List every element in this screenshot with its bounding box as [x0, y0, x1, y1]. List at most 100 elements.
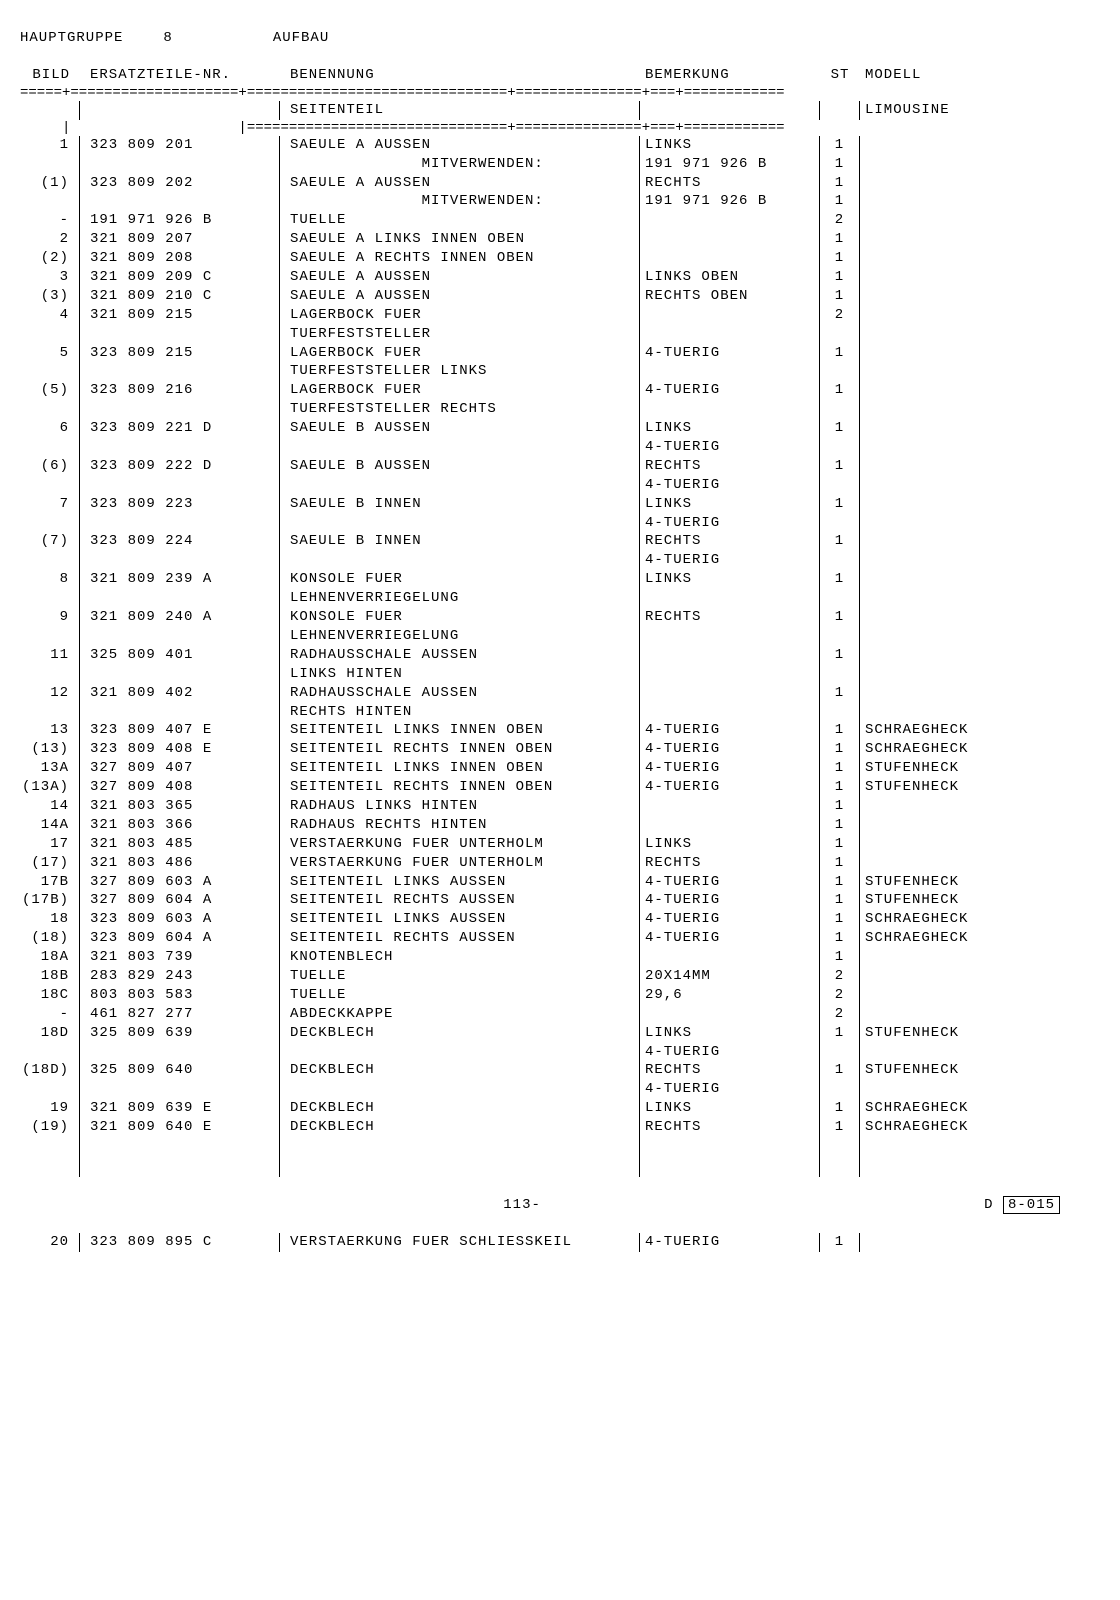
cell-part: 321 803 486	[80, 854, 280, 873]
cell-st: 2	[820, 986, 860, 1005]
subheader-name: SEITENTEIL	[280, 101, 640, 120]
table-row: 13323 809 407 ESEITENTEIL LINKS INNEN OB…	[20, 721, 1100, 740]
cell-st: 1	[820, 1099, 860, 1118]
cell-model	[860, 419, 1020, 438]
cell-model	[860, 495, 1020, 514]
cell-model: SCHRAEGHECK	[860, 1099, 1020, 1118]
table-row: (3)321 809 210 CSAEULE A AUSSENRECHTS OB…	[20, 287, 1100, 306]
cell-part: 323 809 216	[80, 381, 280, 400]
cell-bild: 18B	[20, 967, 80, 986]
cell-part: 325 809 401	[80, 646, 280, 665]
cell-remark: LINKS	[640, 136, 820, 155]
group-label: HAUPTGRUPPE	[20, 30, 123, 46]
cell-name: KONSOLE FUER	[280, 570, 640, 589]
cell-part: 321 809 209 C	[80, 268, 280, 287]
cell-remark	[640, 948, 820, 967]
cell-model: STUFENHECK	[860, 778, 1020, 797]
cell-name: MITVERWENDEN:	[280, 155, 640, 174]
cell-model: SCHRAEGHECK	[860, 1118, 1020, 1137]
table-row: MITVERWENDEN:191 971 926 B1	[20, 192, 1100, 211]
cell-model	[860, 967, 1020, 986]
page-number: 113-	[503, 1197, 541, 1213]
cell-st: 1	[820, 268, 860, 287]
cell-remark: 4-TUERIG	[640, 381, 820, 400]
cell-part: 321 803 485	[80, 835, 280, 854]
table-row: (1)323 809 202SAEULE A AUSSENRECHTS1	[20, 174, 1100, 193]
table-row: 17321 803 485VERSTAERKUNG FUER UNTERHOLM…	[20, 835, 1100, 854]
cell-model	[860, 646, 1020, 665]
cell-model	[860, 551, 1020, 570]
cell-model	[860, 684, 1020, 703]
cell-name: KNOTENBLECH	[280, 948, 640, 967]
cell-remark: 4-TUERIG	[640, 759, 820, 778]
cell-st: 1	[820, 684, 860, 703]
cell-name: LAGERBOCK FUER	[280, 306, 640, 325]
cell-part	[80, 438, 280, 457]
table-row: -191 971 926 BTUELLE2	[20, 211, 1100, 230]
cell-model	[860, 627, 1020, 646]
cell-bild	[20, 155, 80, 174]
col-part: ERSATZTEILE-NR.	[80, 66, 280, 85]
cell-bild	[20, 438, 80, 457]
cell-name: DECKBLECH	[280, 1118, 640, 1137]
cell-model	[860, 816, 1020, 835]
table-row: (18)323 809 604 ASEITENTEIL RECHTS AUSSE…	[20, 929, 1100, 948]
cell-bild: (17)	[20, 854, 80, 873]
cell-name: SAEULE B INNEN	[280, 532, 640, 551]
table-row: 9321 809 240 AKONSOLE FUERRECHTS1	[20, 608, 1100, 627]
cell-model: STUFENHECK	[860, 759, 1020, 778]
cell-name: RADHAUSSCHALE AUSSEN	[280, 684, 640, 703]
cell-model	[860, 457, 1020, 476]
cell-bild	[20, 1043, 80, 1062]
cell-part: 321 809 402	[80, 684, 280, 703]
cell-part	[80, 1080, 280, 1099]
cell-model	[860, 665, 1020, 684]
cell-st	[820, 551, 860, 570]
cell-bild: 8	[20, 570, 80, 589]
cell-model	[860, 211, 1020, 230]
cell-name: LEHNENVERRIEGELUNG	[280, 589, 640, 608]
cell-part: 323 809 222 D	[80, 457, 280, 476]
cell-name: TUERFESTSTELLER LINKS	[280, 362, 640, 381]
cell-remark: 4-TUERIG	[640, 891, 820, 910]
cell-remark: LINKS	[640, 495, 820, 514]
cell-model	[860, 570, 1020, 589]
cell-st: 1	[820, 495, 860, 514]
cell-st	[820, 1080, 860, 1099]
cell-part: 327 809 604 A	[80, 891, 280, 910]
cell-st: 1	[820, 759, 860, 778]
cell-st: 1	[820, 891, 860, 910]
cell-bild	[20, 325, 80, 344]
table-row: 4-TUERIG	[20, 514, 1100, 533]
cell-model	[860, 797, 1020, 816]
cell-bild: (13)	[20, 740, 80, 759]
cell-model	[860, 854, 1020, 873]
cell-part: 323 809 202	[80, 174, 280, 193]
table-row: 4-TUERIG	[20, 1080, 1100, 1099]
table-row: 2321 809 207SAEULE A LINKS INNEN OBEN1	[20, 230, 1100, 249]
cell-model	[860, 948, 1020, 967]
table-row: 18C803 803 583TUELLE29,62	[20, 986, 1100, 1005]
cell-part: 803 803 583	[80, 986, 280, 1005]
cell-part	[80, 476, 280, 495]
cell-name: SAEULE A AUSSEN	[280, 136, 640, 155]
table-row: (17B)327 809 604 ASEITENTEIL RECHTS AUSS…	[20, 891, 1100, 910]
cell-remark: LINKS	[640, 419, 820, 438]
cell-st: 1	[820, 1061, 860, 1080]
cell-bild: 18D	[20, 1024, 80, 1043]
cell-part: 321 809 207	[80, 230, 280, 249]
table-row: (2)321 809 208SAEULE A RECHTS INNEN OBEN…	[20, 249, 1100, 268]
table-row: 19321 809 639 EDECKBLECHLINKS1SCHRAEGHEC…	[20, 1099, 1100, 1118]
table-row: 12321 809 402RADHAUSSCHALE AUSSEN1	[20, 684, 1100, 703]
cell-bild: -	[20, 1005, 80, 1024]
cell-part	[80, 665, 280, 684]
cell-remark: RECHTS	[640, 608, 820, 627]
cell-st: 1	[820, 1118, 860, 1137]
table-row: TUERFESTSTELLER LINKS	[20, 362, 1100, 381]
cell-model	[860, 986, 1020, 1005]
cell-st: 1	[820, 854, 860, 873]
cell-bild	[20, 476, 80, 495]
cell-st: 1	[820, 721, 860, 740]
subheader-divider: | |===============================+=====…	[20, 120, 1100, 136]
cell-name: SAEULE A AUSSEN	[280, 268, 640, 287]
